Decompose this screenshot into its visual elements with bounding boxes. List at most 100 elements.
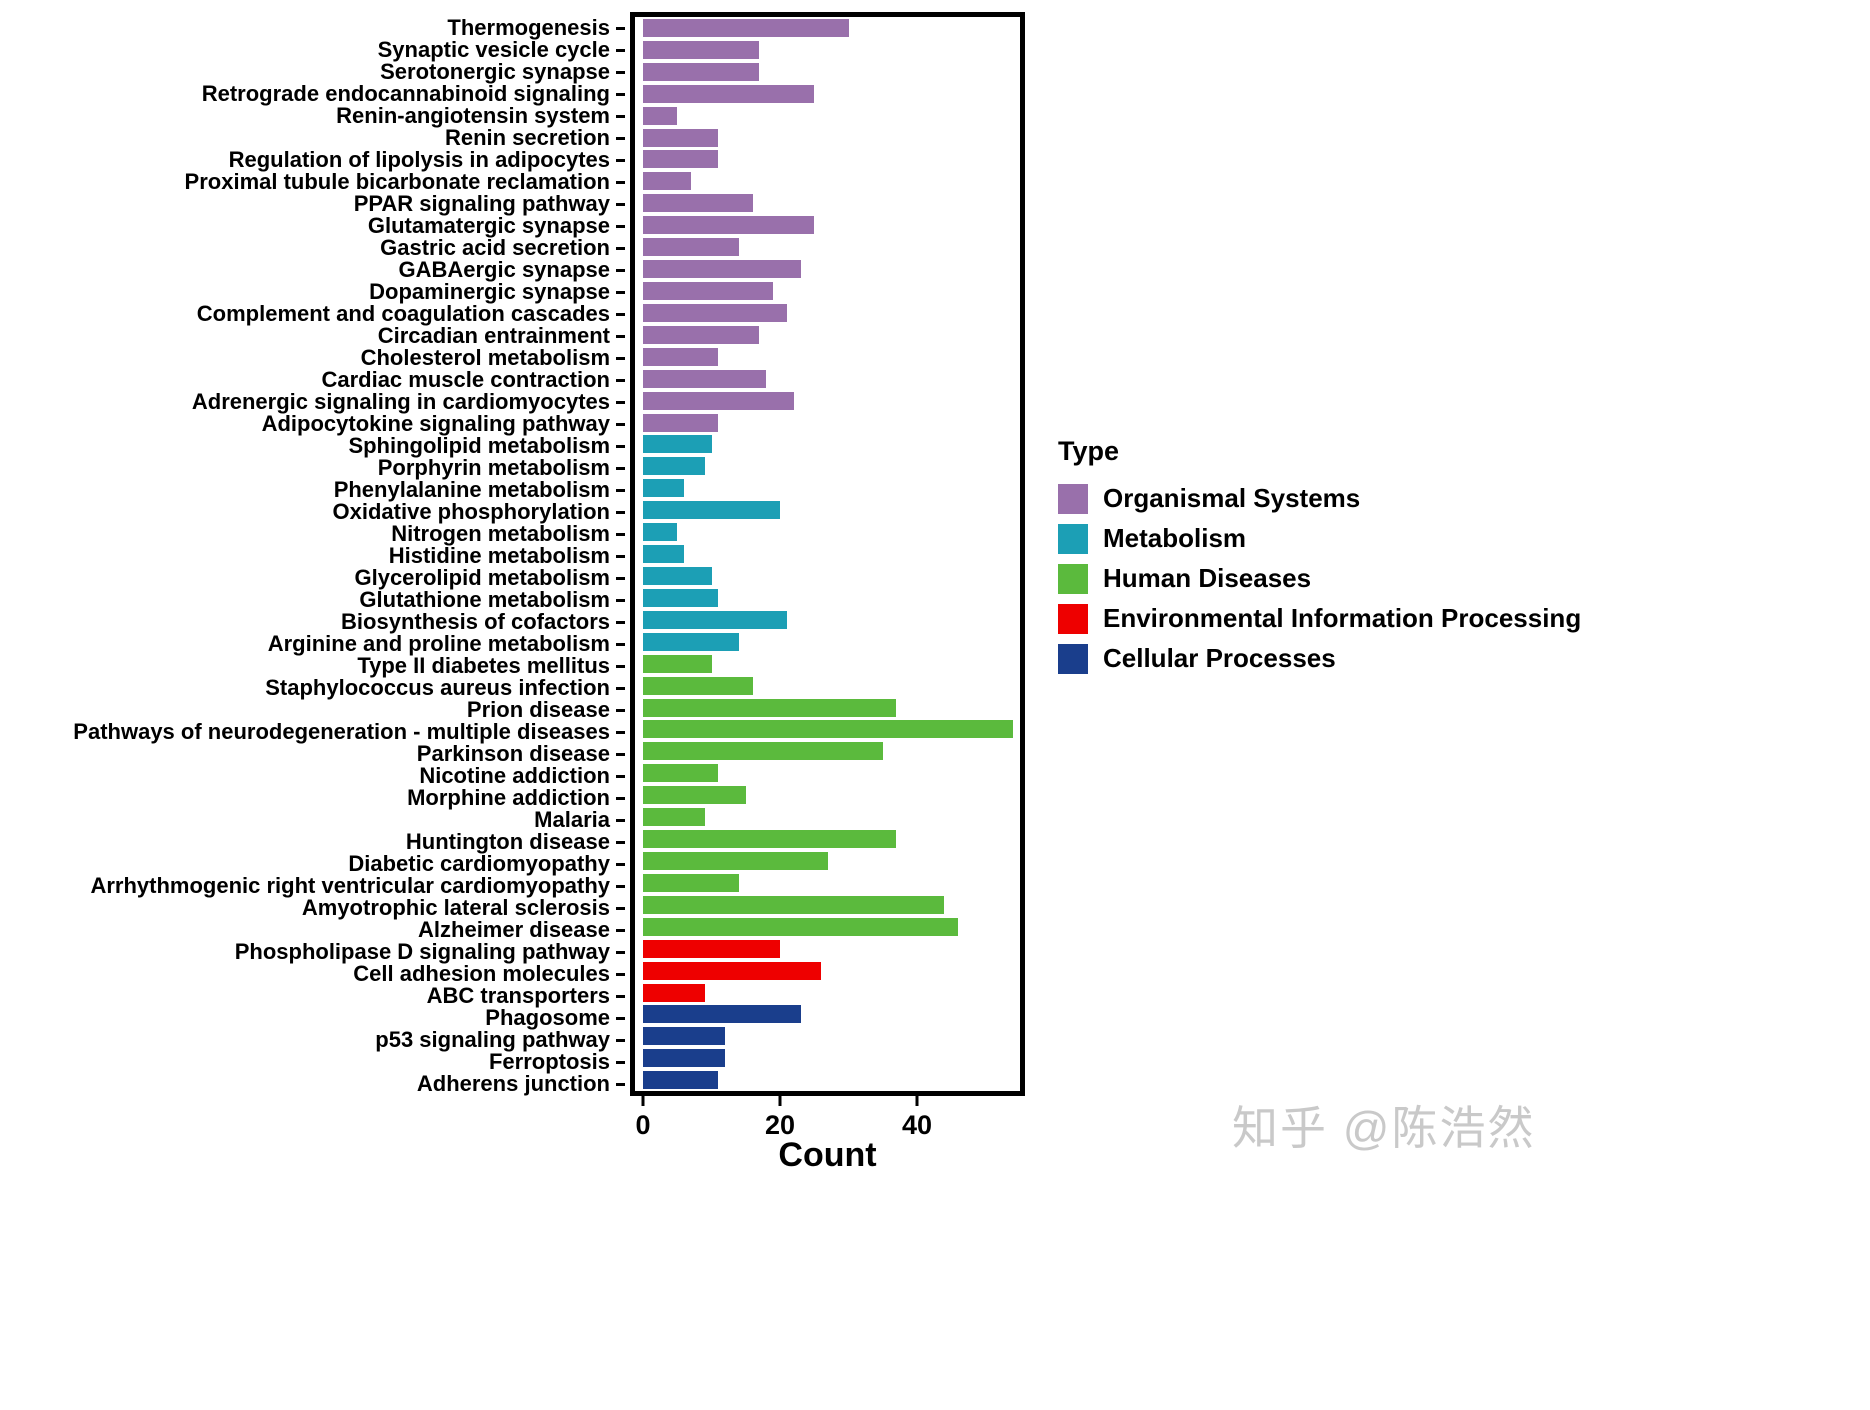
bar-row	[643, 872, 1020, 894]
category-label: Alzheimer disease	[418, 917, 610, 942]
category-label: Dopaminergic synapse	[369, 279, 610, 304]
bar	[643, 194, 753, 213]
y-axis-tick	[616, 444, 625, 448]
y-axis-tick	[616, 774, 625, 778]
category-label-row: Phospholipase D signaling pathway	[0, 941, 625, 963]
y-axis-tick	[616, 268, 625, 272]
bar	[643, 62, 760, 81]
category-label-row: Serotonergic synapse	[0, 61, 625, 83]
category-label: PPAR signaling pathway	[353, 191, 610, 216]
category-label: Cell adhesion molecules	[353, 961, 610, 986]
bar-row	[643, 631, 1020, 653]
bar	[643, 40, 760, 59]
category-label-row: Thermogenesis	[0, 17, 625, 39]
bar	[643, 150, 719, 169]
bar-row	[643, 368, 1020, 390]
x-axis: 0 20 40	[630, 1096, 1025, 1156]
category-label: Adipocytokine signaling pathway	[261, 411, 610, 436]
legend-item: Cellular Processes	[1058, 643, 1581, 674]
bar	[643, 128, 719, 147]
bar-row	[643, 675, 1020, 697]
y-axis-tick	[616, 422, 625, 426]
category-label-row: Morphine addiction	[0, 787, 625, 809]
category-label-row: Diabetic cardiomyopathy	[0, 853, 625, 875]
y-axis-tick	[616, 400, 625, 404]
bar-row	[643, 477, 1020, 499]
bar	[643, 501, 780, 520]
bar	[643, 106, 678, 125]
y-axis-tick	[616, 576, 625, 580]
bar-row	[643, 1069, 1020, 1091]
bar	[643, 939, 780, 958]
category-label: Prion disease	[466, 697, 610, 722]
y-axis-tick	[616, 906, 625, 910]
y-axis-tick	[616, 884, 625, 888]
category-label: Biosynthesis of cofactors	[341, 609, 610, 634]
category-label: Nicotine addiction	[419, 763, 610, 788]
bar	[643, 303, 787, 322]
category-label-row: Arginine and proline metabolism	[0, 633, 625, 655]
bar	[643, 260, 801, 279]
bar	[643, 567, 712, 585]
category-label-row: Cardiac muscle contraction	[0, 369, 625, 391]
bar-row	[643, 938, 1020, 960]
bar	[643, 610, 787, 629]
bar	[643, 808, 705, 827]
bar	[643, 676, 753, 695]
y-axis-tick	[616, 554, 625, 558]
category-label: Adrenergic signaling in cardiomyocytes	[191, 389, 610, 414]
legend-label: Cellular Processes	[1103, 643, 1336, 673]
y-axis-tick	[616, 1082, 625, 1086]
legend-swatch	[1058, 643, 1088, 674]
category-label: Arrhythmogenic right ventricular cardiom…	[90, 873, 610, 898]
y-axis-tick	[616, 92, 625, 96]
bar-row	[643, 719, 1020, 741]
y-axis-tick	[616, 312, 625, 316]
category-label-row: Complement and coagulation cascades	[0, 303, 625, 325]
legend-swatch	[1058, 523, 1088, 554]
category-label-row: Parkinson disease	[0, 743, 625, 765]
y-axis-tick	[616, 378, 625, 382]
legend-label: Organismal Systems	[1103, 483, 1361, 513]
category-label-row: Type II diabetes mellitus	[0, 655, 625, 677]
bar	[643, 983, 705, 1002]
category-label-row: Pathways of neurodegeneration - multiple…	[0, 721, 625, 743]
bar-row	[643, 390, 1020, 412]
x-axis-tick	[641, 1096, 645, 1106]
bar	[643, 654, 712, 673]
bar-row	[643, 806, 1020, 828]
category-label: Ferroptosis	[488, 1049, 610, 1074]
bar	[643, 435, 712, 454]
category-label: Circadian entrainment	[377, 323, 610, 348]
legend-label: Human Diseases	[1103, 563, 1312, 593]
category-label: Parkinson disease	[416, 741, 610, 766]
x-axis-tick-label: 40	[901, 1110, 933, 1140]
category-label-row: Adipocytokine signaling pathway	[0, 413, 625, 435]
bar	[643, 588, 719, 607]
bar-row	[643, 17, 1020, 39]
y-axis-tick	[616, 950, 625, 954]
category-label-row: PPAR signaling pathway	[0, 193, 625, 215]
category-label-row: Adherens junction	[0, 1073, 625, 1095]
category-label-row: Glycerolipid metabolism	[0, 567, 625, 589]
category-label: Renin secretion	[444, 125, 610, 150]
category-label-row: Alzheimer disease	[0, 919, 625, 941]
category-label: Porphyrin metabolism	[377, 455, 610, 480]
bar-row	[643, 39, 1020, 61]
bar-row	[643, 105, 1020, 127]
category-label: Cholesterol metabolism	[360, 345, 610, 370]
bar-row	[643, 784, 1020, 806]
legend-items: Organismal Systems Metabolism Human Diseas…	[1058, 483, 1581, 674]
bar	[643, 698, 897, 717]
bar	[643, 895, 945, 914]
bar	[643, 282, 774, 301]
bar	[643, 325, 760, 344]
category-label-row: ABC transporters	[0, 985, 625, 1007]
bar-row	[643, 587, 1020, 609]
y-axis-tick	[616, 356, 625, 360]
category-label: Huntington disease	[405, 829, 610, 854]
bar	[643, 764, 719, 783]
bar	[643, 786, 746, 805]
y-axis-tick	[616, 224, 625, 228]
category-label: Pathways of neurodegeneration - multiple…	[73, 719, 610, 744]
